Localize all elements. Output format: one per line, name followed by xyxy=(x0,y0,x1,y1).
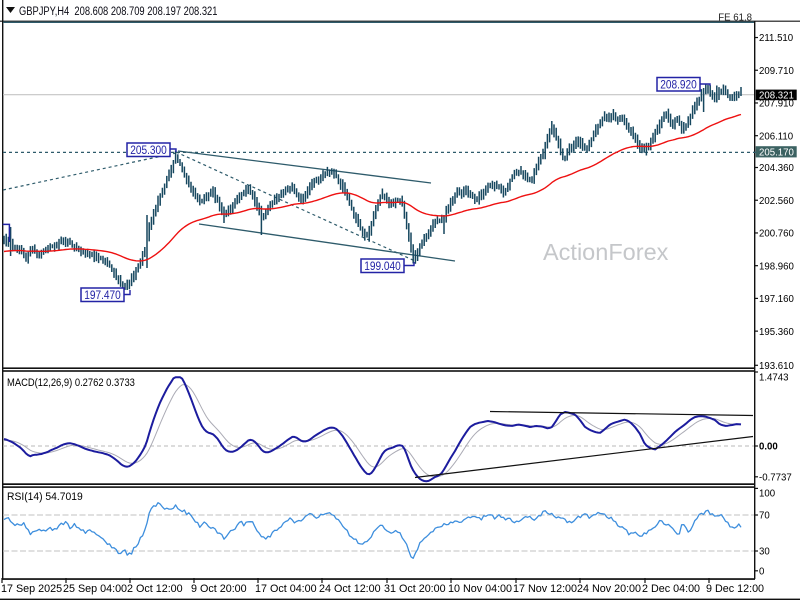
svg-text:200.760: 200.760 xyxy=(759,228,794,239)
svg-text:10 Nov 04:00: 10 Nov 04:00 xyxy=(448,583,512,595)
svg-text:2 Dec 04:00: 2 Dec 04:00 xyxy=(642,583,700,595)
svg-text:199.040: 199.040 xyxy=(364,260,401,273)
svg-text:FE 61.8: FE 61.8 xyxy=(718,12,752,23)
svg-text:206.110: 206.110 xyxy=(759,131,794,142)
svg-text:211.510: 211.510 xyxy=(759,33,794,44)
svg-text:17 Oct 04:00: 17 Oct 04:00 xyxy=(255,583,317,595)
svg-text:0.00: 0.00 xyxy=(759,441,778,452)
svg-text:MACD(12,26,9) 0.2762 0.3733: MACD(12,26,9) 0.2762 0.3733 xyxy=(7,377,135,389)
svg-text:195.360: 195.360 xyxy=(759,327,794,338)
svg-text:202.560: 202.560 xyxy=(759,196,794,207)
svg-text:205.170: 205.170 xyxy=(759,147,794,158)
svg-text:100: 100 xyxy=(759,488,775,499)
svg-text:208.920: 208.920 xyxy=(660,79,697,92)
svg-text:GBPJPY,H4 208.608 208.709 208: GBPJPY,H4 208.608 208.709 208.197 208.32… xyxy=(19,5,217,18)
svg-text:198.960: 198.960 xyxy=(759,261,794,272)
svg-text:9 Dec 12:00: 9 Dec 12:00 xyxy=(706,583,764,595)
svg-text:-0.7737: -0.7737 xyxy=(759,472,792,483)
svg-text:207.910: 207.910 xyxy=(759,98,794,109)
svg-text:1.4743: 1.4743 xyxy=(759,372,789,383)
svg-text:197.160: 197.160 xyxy=(759,294,794,305)
svg-text:RSI(14) 54.7019: RSI(14) 54.7019 xyxy=(7,491,83,503)
svg-text:31 Oct 20:00: 31 Oct 20:00 xyxy=(384,583,446,595)
svg-text:17 Sep 2025: 17 Sep 2025 xyxy=(1,583,62,595)
svg-text:24 Oct 12:00: 24 Oct 12:00 xyxy=(319,583,381,595)
svg-text:ActionForex: ActionForex xyxy=(543,239,669,265)
svg-text:0: 0 xyxy=(759,566,765,577)
svg-text:9 Oct 20:00: 9 Oct 20:00 xyxy=(191,583,247,595)
svg-text:24 Nov 20:00: 24 Nov 20:00 xyxy=(577,583,641,595)
svg-text:25 Sep 04:00: 25 Sep 04:00 xyxy=(63,583,127,595)
svg-text:193.610: 193.610 xyxy=(759,361,794,372)
svg-text:2 Oct 12:00: 2 Oct 12:00 xyxy=(127,583,183,595)
svg-text:209.710: 209.710 xyxy=(759,66,794,77)
svg-text:30: 30 xyxy=(759,546,770,557)
svg-text:70: 70 xyxy=(759,510,770,521)
svg-text:208.321: 208.321 xyxy=(759,90,794,101)
svg-text:17 Nov 12:00: 17 Nov 12:00 xyxy=(513,583,577,595)
svg-text:205.300: 205.300 xyxy=(130,144,167,157)
svg-text:197.470: 197.470 xyxy=(84,289,121,302)
svg-text:204.360: 204.360 xyxy=(759,163,794,174)
